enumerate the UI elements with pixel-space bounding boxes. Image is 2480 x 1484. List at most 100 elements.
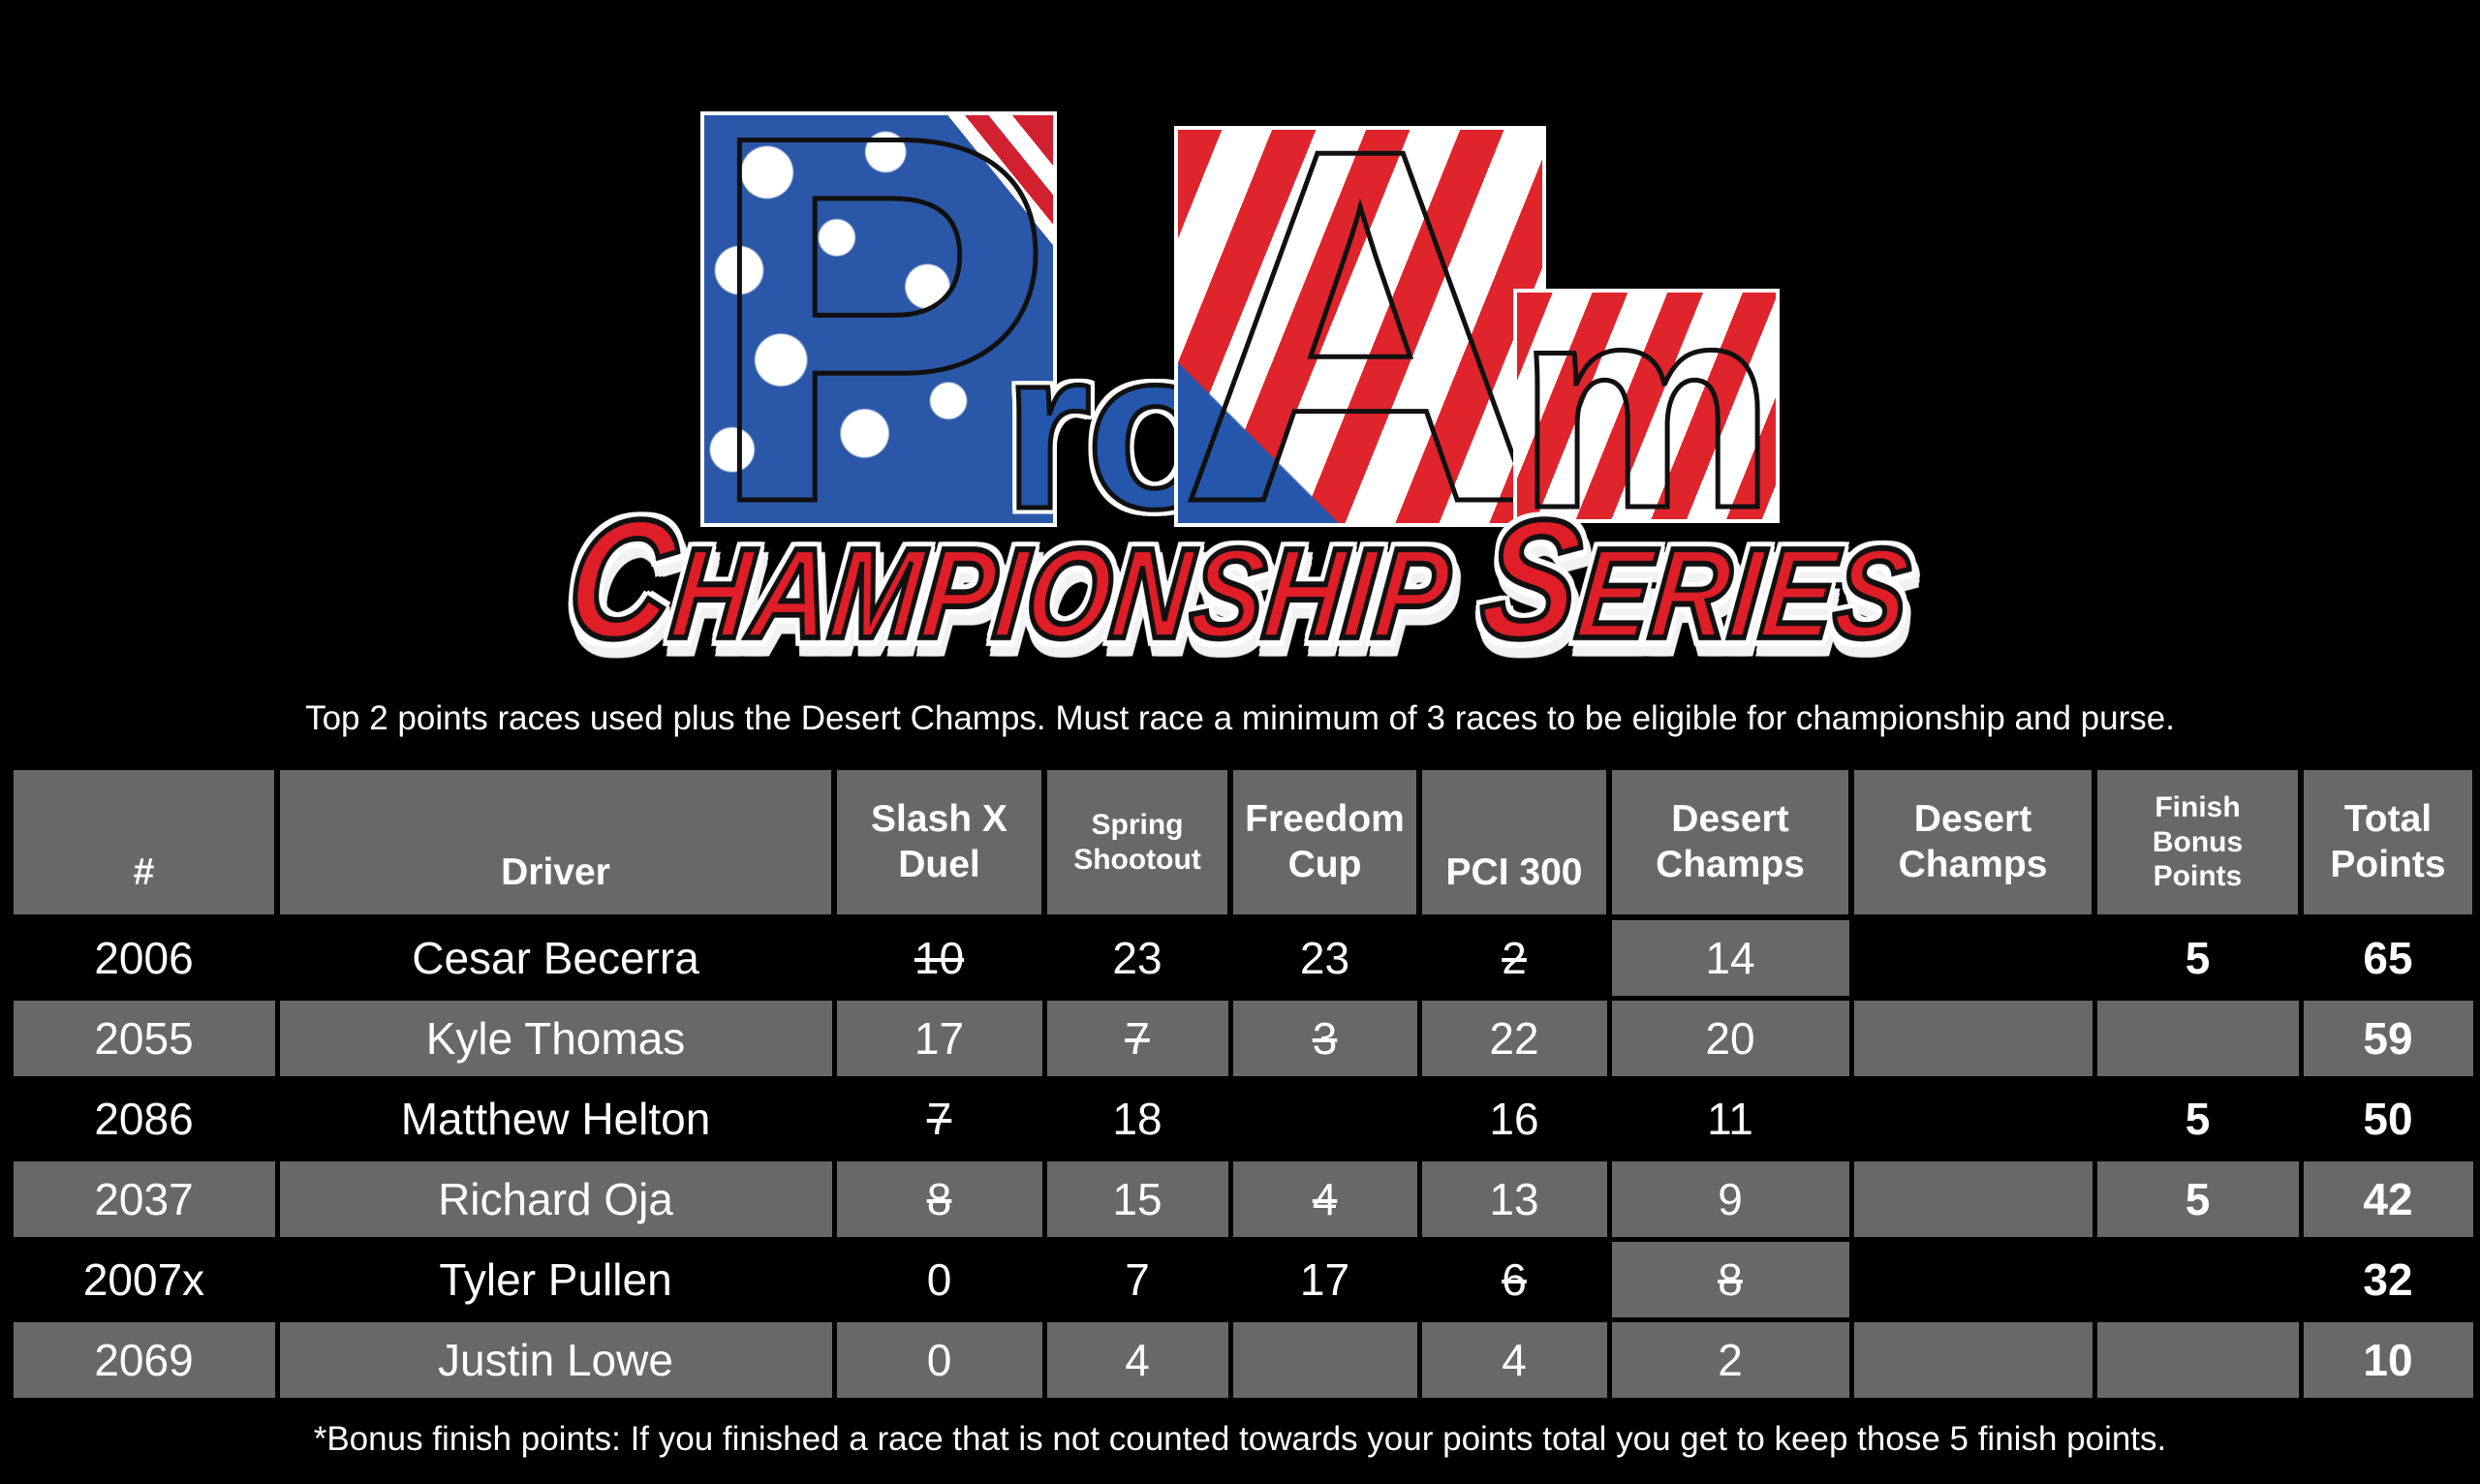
cell-total-value: 65 <box>2363 933 2413 983</box>
cell-total: 59 <box>2298 996 2478 1081</box>
cell-num-value: 2037 <box>94 1174 194 1224</box>
cell-pci-value: 4 <box>1502 1335 1527 1385</box>
column-header-pci: PCI 300 <box>1416 764 1612 920</box>
cell-freedom-value: 4 <box>1312 1174 1338 1224</box>
table-row: 2086 Matthew Helton 7 18 16 11 5 50 <box>8 1076 2478 1161</box>
cell-bonus-value: 5 <box>2185 1094 2211 1144</box>
cell-bonus <box>2092 996 2304 1081</box>
cell-slashx: 0 <box>831 1317 1047 1403</box>
cell-slashx: 17 <box>831 996 1047 1081</box>
cell-spring-value: 23 <box>1112 933 1162 983</box>
logo-letter-m: m <box>1514 243 1778 569</box>
proam-logo: P ro A m CHAMPIONSHIP SERIES <box>0 45 2480 677</box>
logo-wordmark: P ro A m <box>0 45 2480 608</box>
cell-pci: 22 <box>1416 996 1612 1081</box>
cell-num-value: 2086 <box>94 1094 194 1144</box>
cell-freedom <box>1227 1076 1422 1161</box>
cell-desert1: 11 <box>1606 1076 1854 1161</box>
cell-desert1-value: 9 <box>1718 1174 1743 1224</box>
cell-driver-value: Matthew Helton <box>400 1094 711 1144</box>
table-row: 2037 Richard Oja 8 15 4 13 9 5 42 <box>8 1157 2478 1242</box>
cell-driver: Tyler Pullen <box>274 1237 837 1322</box>
cell-total-value: 42 <box>2363 1174 2413 1224</box>
column-header-total: Total Points <box>2298 764 2478 920</box>
cell-freedom: 4 <box>1227 1157 1422 1242</box>
cell-slashx: 8 <box>831 1157 1047 1242</box>
cell-spring: 15 <box>1041 1157 1233 1242</box>
cell-total-value: 10 <box>2363 1335 2413 1385</box>
table-row: 2055 Kyle Thomas 17 7 3 22 20 59 <box>8 996 2478 1081</box>
cell-desert1: 2 <box>1606 1317 1854 1403</box>
cell-pci-value: 13 <box>1489 1174 1539 1224</box>
cell-slashx-value: 0 <box>926 1335 952 1385</box>
cell-pci: 2 <box>1416 914 1612 1001</box>
cell-bonus-value: 5 <box>2185 933 2211 983</box>
cell-slashx: 7 <box>831 1076 1047 1161</box>
cell-desert1-value: 2 <box>1718 1335 1743 1385</box>
cell-bonus: 5 <box>2092 1157 2304 1242</box>
cell-driver-value: Cesar Becerra <box>412 933 699 983</box>
cell-pci: 6 <box>1416 1237 1612 1322</box>
cell-freedom-value: 3 <box>1312 1013 1338 1064</box>
cell-total: 42 <box>2298 1157 2478 1242</box>
cell-num-value: 2007x <box>82 1254 205 1305</box>
cell-num-value: 2006 <box>94 933 194 983</box>
cell-driver: Richard Oja <box>274 1157 837 1242</box>
cell-driver-value: Justin Lowe <box>438 1335 673 1385</box>
cell-spring: 7 <box>1041 1237 1233 1322</box>
cell-slashx-value: 8 <box>926 1174 952 1224</box>
cell-pci-value: 6 <box>1502 1254 1527 1305</box>
cell-total-value: 32 <box>2363 1254 2413 1305</box>
cell-num-value: 2069 <box>94 1335 194 1385</box>
cell-spring-value: 15 <box>1112 1174 1162 1224</box>
cell-driver: Matthew Helton <box>274 1076 837 1161</box>
cell-pci-value: 22 <box>1489 1013 1539 1064</box>
cell-slashx: 10 <box>831 914 1047 1001</box>
cell-pci: 13 <box>1416 1157 1612 1242</box>
cell-driver-value: Tyler Pullen <box>439 1254 672 1305</box>
cell-num: 2069 <box>8 1317 280 1403</box>
cell-desert1: 9 <box>1606 1157 1854 1242</box>
cell-desert1-value: 8 <box>1718 1254 1743 1305</box>
cell-total-value: 59 <box>2363 1013 2413 1064</box>
logo-letter-a: A <box>1176 45 1545 608</box>
column-header-num: # <box>8 764 280 920</box>
cell-spring-value: 7 <box>1125 1013 1150 1064</box>
column-header-slashx: Slash X Duel <box>831 764 1047 920</box>
cell-bonus <box>2092 1317 2304 1403</box>
cell-freedom-value: 23 <box>1299 933 1350 983</box>
cell-total: 10 <box>2298 1317 2478 1403</box>
cell-driver: Cesar Becerra <box>274 914 837 1001</box>
cell-desert2 <box>1848 1076 2097 1161</box>
header-row: # Driver Slash X Duel Spring Shootout Freedo… <box>8 764 2478 920</box>
cell-pci-value: 2 <box>1502 933 1527 983</box>
cell-total-value: 50 <box>2363 1094 2413 1144</box>
cell-driver: Justin Lowe <box>274 1317 837 1403</box>
cell-desert2 <box>1848 1237 2097 1322</box>
cell-driver: Kyle Thomas <box>274 996 837 1081</box>
cell-pci: 4 <box>1416 1317 1612 1403</box>
cell-num: 2037 <box>8 1157 280 1242</box>
column-header-spring: Spring Shootout <box>1041 764 1233 920</box>
column-header-driver: Driver <box>274 764 837 920</box>
cell-desert1: 8 <box>1606 1237 1854 1322</box>
cell-freedom: 17 <box>1227 1237 1422 1322</box>
cell-spring: 7 <box>1041 996 1233 1081</box>
cell-spring: 18 <box>1041 1076 1233 1161</box>
cell-desert1-value: 20 <box>1705 1013 1755 1064</box>
cell-num: 2055 <box>8 996 280 1081</box>
cell-num: 2007x <box>8 1237 280 1322</box>
cell-bonus: 5 <box>2092 1076 2304 1161</box>
cell-pci: 16 <box>1416 1076 1612 1161</box>
cell-spring-value: 4 <box>1125 1335 1150 1385</box>
cell-desert2 <box>1848 914 2097 1001</box>
banner-text-eries: ERIES <box>1568 519 1919 667</box>
banner-text-hampionship: HAMPIONSHIP <box>663 519 1459 667</box>
bonus-points-note: *Bonus finish points: If you finished a … <box>313 1420 2167 1458</box>
cell-slashx-value: 0 <box>926 1254 952 1305</box>
cell-spring: 4 <box>1041 1317 1233 1403</box>
cell-slashx: 0 <box>831 1237 1047 1322</box>
cell-desert2 <box>1848 996 2097 1081</box>
table-row: 2007x Tyler Pullen 0 7 17 6 8 32 <box>8 1237 2478 1322</box>
